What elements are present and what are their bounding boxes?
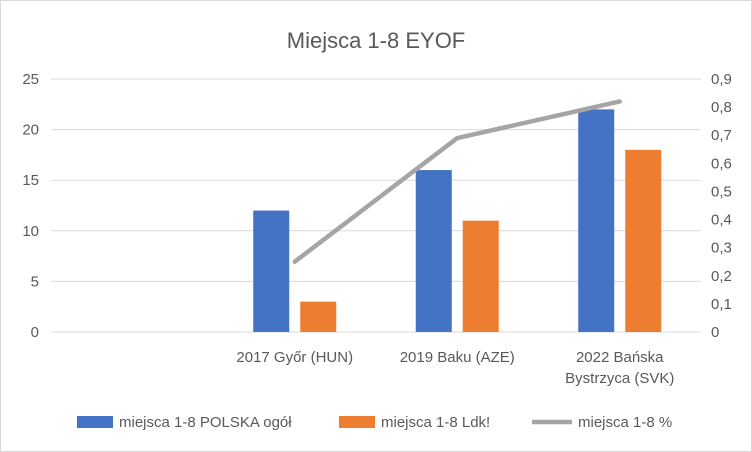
bar [415, 170, 452, 332]
category-label: 2019 Baku (AZE) [400, 349, 515, 366]
right-tick-label: 0,7 [711, 127, 732, 144]
right-axis: 0 0,1 0,2 0,3 0,4 0,5 0,6 0,7 0,8 0,9 [711, 71, 732, 341]
percent-line [292, 99, 622, 264]
left-tick-label: 0 [31, 324, 39, 341]
series-line [292, 99, 622, 264]
right-tick-label: 0,2 [711, 268, 732, 285]
bar [462, 220, 499, 332]
right-tick-label: 0,4 [711, 212, 732, 229]
left-tick-label: 25 [22, 71, 39, 88]
category-label: 2017 Győr (HUN) [236, 349, 353, 366]
right-tick-label: 0,5 [711, 183, 732, 200]
left-tick-label: 20 [22, 122, 39, 139]
right-tick-label: 0,6 [711, 155, 732, 172]
right-tick-label: 0,8 [711, 99, 732, 116]
legend-label: miejsca 1-8 POLSKA ogół [119, 414, 292, 431]
legend-swatch [339, 416, 375, 428]
category-labels: 2017 Győr (HUN) 2019 Baku (AZE) 2022 Bańsk… [236, 349, 674, 387]
bar [300, 301, 337, 332]
bar [578, 109, 615, 332]
category-label: Bystrzyca (SVK) [565, 370, 674, 387]
right-tick-label: 0 [711, 324, 719, 341]
left-axis: 0 5 10 15 20 25 [22, 71, 39, 341]
legend-swatch [77, 416, 113, 428]
left-tick-label: 10 [22, 223, 39, 240]
right-tick-label: 0,9 [711, 71, 732, 88]
bar [253, 210, 290, 332]
right-tick-label: 0,3 [711, 240, 732, 257]
bars [253, 109, 662, 332]
legend-label: miejsca 1-8 Ldk! [381, 414, 490, 431]
left-tick-label: 5 [31, 273, 39, 290]
chart-title: Miejsca 1-8 EYOF [287, 28, 466, 53]
bar [625, 149, 662, 332]
legend-label: miejsca 1-8 % [578, 414, 672, 431]
left-tick-label: 15 [22, 172, 39, 189]
legend: miejsca 1-8 POLSKA ogół miejsca 1-8 Ldk! m… [77, 414, 672, 431]
right-tick-label: 0,1 [711, 296, 732, 313]
category-label: 2022 Bańska [576, 349, 664, 366]
